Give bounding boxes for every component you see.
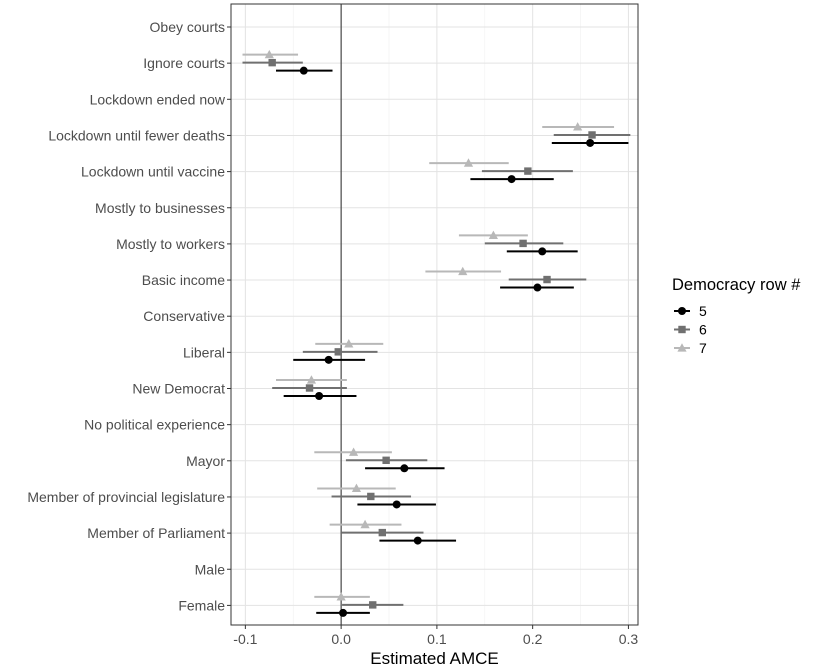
y-tick-label: New Democrat	[132, 381, 225, 397]
point-estimate	[324, 355, 333, 364]
data-marks	[242, 49, 631, 617]
point-estimate	[392, 500, 401, 509]
point-estimate	[382, 456, 390, 464]
x-axis-title: Estimated AMCE	[370, 649, 499, 668]
point-estimate	[306, 375, 317, 384]
x-tick-labels: -0.1 0.0 0.1 0.2 0.3	[233, 625, 638, 647]
point-estimate	[334, 348, 342, 356]
y-tick-label: Female	[178, 597, 225, 613]
y-tick-label: Mostly to businesses	[95, 200, 225, 216]
point-estimate	[268, 58, 276, 67]
point-estimate	[507, 175, 516, 184]
legend-key-marker	[677, 343, 687, 352]
point-estimate	[519, 239, 527, 248]
y-tick-label: Member of provincial legislature	[27, 489, 225, 505]
point-estimate	[463, 158, 474, 167]
y-tick-label: Basic income	[142, 272, 225, 288]
y-tick-label: Ignore courts	[143, 55, 225, 71]
legend-key-marker	[678, 307, 686, 315]
legend-key-marker	[678, 325, 686, 334]
x-tick-label: 0.3	[619, 631, 639, 647]
point-estimate	[336, 592, 346, 601]
point-estimate	[367, 492, 375, 501]
y-tick-label: Conservative	[143, 308, 225, 324]
y-tick-label: Mayor	[186, 453, 225, 469]
point-estimate	[360, 519, 370, 529]
legend-title: Democracy row #	[672, 276, 801, 294]
x-tick-label: 0.2	[523, 631, 543, 647]
point-estimate	[299, 66, 308, 75]
point-estimate	[458, 266, 468, 276]
point-estimate	[413, 536, 422, 545]
y-tick-label: Lockdown until fewer deaths	[48, 127, 225, 143]
point-estimate	[538, 247, 547, 256]
y-tick-label: Mostly to workers	[116, 236, 225, 252]
point-estimate	[305, 384, 314, 392]
legend-label: 5	[699, 303, 707, 319]
plot-panel-background	[231, 4, 638, 625]
point-estimate	[378, 528, 387, 537]
point-estimate	[369, 601, 377, 609]
point-estimate	[344, 339, 354, 348]
x-tick-label: -0.1	[233, 631, 257, 647]
y-tick-label: Lockdown until vaccine	[81, 164, 225, 180]
plot-panel-border	[230, 3, 639, 626]
point-estimate	[351, 483, 362, 493]
point-estimate	[315, 392, 324, 400]
point-estimate	[400, 464, 409, 473]
point-estimate	[339, 608, 348, 617]
point-estimate	[533, 283, 542, 292]
point-estimate	[588, 131, 596, 139]
y-tick-label: Liberal	[183, 344, 225, 360]
point-estimate	[348, 447, 359, 456]
point-estimate	[586, 138, 595, 147]
point-estimate	[524, 167, 532, 175]
y-tick-label: Obey courts	[150, 19, 225, 35]
y-tick-label: Member of Parliament	[87, 525, 225, 541]
legend-label: 7	[699, 340, 707, 356]
y-tick-labels: Obey courts Ignore courts Lockdown ended n…	[27, 19, 231, 613]
y-tick-label: Male	[195, 561, 226, 577]
y-tick-label: Lockdown ended now	[90, 91, 226, 107]
point-estimate	[264, 49, 274, 59]
point-estimate	[543, 275, 551, 284]
point-estimate	[488, 230, 498, 239]
y-tick-label: No political experience	[84, 417, 225, 433]
legend: Democracy row # 5 6 7	[672, 276, 801, 356]
x-tick-label: 0.0	[331, 631, 351, 647]
point-estimate	[573, 122, 583, 131]
x-tick-label: 0.1	[427, 631, 447, 647]
legend-label: 6	[699, 322, 707, 338]
